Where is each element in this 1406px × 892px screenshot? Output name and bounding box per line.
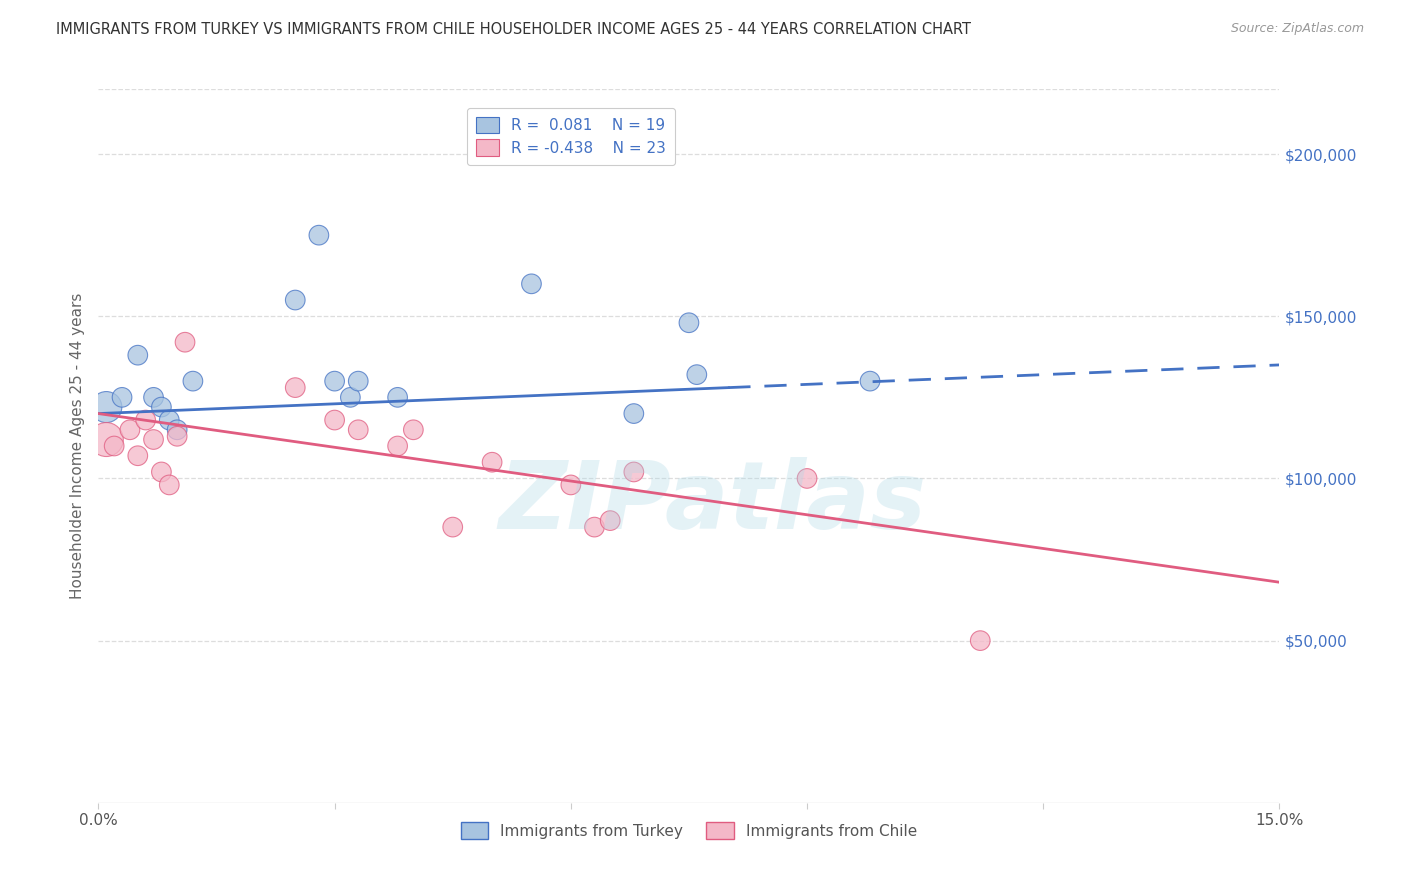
Point xyxy=(441,520,464,534)
Point xyxy=(150,465,173,479)
Point xyxy=(96,433,118,447)
Point xyxy=(118,423,141,437)
Point xyxy=(323,374,346,388)
Point xyxy=(796,471,818,485)
Point xyxy=(127,449,149,463)
Text: IMMIGRANTS FROM TURKEY VS IMMIGRANTS FROM CHILE HOUSEHOLDER INCOME AGES 25 - 44 : IMMIGRANTS FROM TURKEY VS IMMIGRANTS FRO… xyxy=(56,22,972,37)
Point xyxy=(859,374,882,388)
Point xyxy=(599,514,621,528)
Point xyxy=(969,633,991,648)
Point xyxy=(96,400,118,414)
Point xyxy=(142,390,165,404)
Point xyxy=(347,423,370,437)
Point xyxy=(166,429,188,443)
Text: Source: ZipAtlas.com: Source: ZipAtlas.com xyxy=(1230,22,1364,36)
Y-axis label: Householder Income Ages 25 - 44 years: Householder Income Ages 25 - 44 years xyxy=(69,293,84,599)
Point xyxy=(111,390,134,404)
Point xyxy=(150,400,173,414)
Point xyxy=(135,413,157,427)
Point xyxy=(181,374,204,388)
Point xyxy=(284,381,307,395)
Point xyxy=(481,455,503,469)
Point xyxy=(127,348,149,362)
Point xyxy=(583,520,606,534)
Point xyxy=(284,293,307,307)
Point xyxy=(623,465,645,479)
Legend: Immigrants from Turkey, Immigrants from Chile: Immigrants from Turkey, Immigrants from … xyxy=(454,816,924,845)
Point xyxy=(166,423,188,437)
Point xyxy=(174,335,197,350)
Point xyxy=(157,413,180,427)
Point xyxy=(142,433,165,447)
Point xyxy=(339,390,361,404)
Point xyxy=(323,413,346,427)
Point xyxy=(520,277,543,291)
Point xyxy=(560,478,582,492)
Point xyxy=(686,368,709,382)
Point xyxy=(387,390,409,404)
Point xyxy=(157,478,180,492)
Point xyxy=(623,407,645,421)
Point xyxy=(103,439,125,453)
Point xyxy=(387,439,409,453)
Text: ZIPatlas: ZIPatlas xyxy=(499,457,927,549)
Point xyxy=(402,423,425,437)
Point xyxy=(678,316,700,330)
Point xyxy=(308,228,330,243)
Point xyxy=(347,374,370,388)
